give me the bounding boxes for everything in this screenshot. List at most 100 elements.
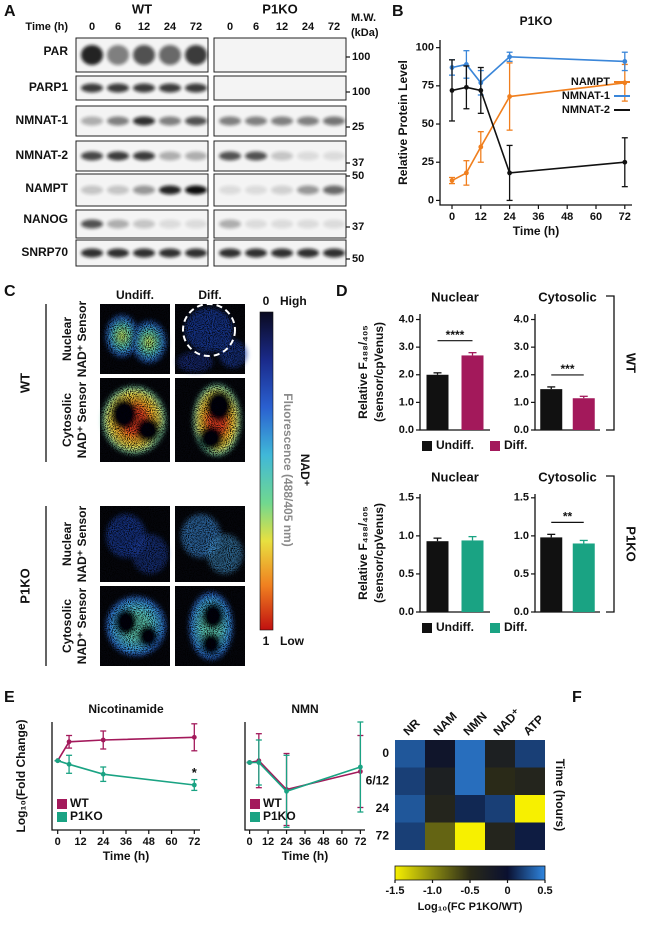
blot-band bbox=[185, 248, 207, 258]
bar bbox=[540, 537, 563, 612]
blot-band bbox=[271, 151, 293, 161]
mw-marker: 37 bbox=[352, 157, 364, 169]
scale-end: Low bbox=[280, 634, 305, 648]
x-tick-label: 60 bbox=[165, 836, 177, 848]
mw-marker: 100 bbox=[352, 51, 370, 63]
blot-band bbox=[245, 116, 267, 126]
blot-band bbox=[159, 185, 181, 195]
bar bbox=[540, 389, 563, 430]
blot-band bbox=[107, 185, 129, 195]
protein-label: NMNAT-1 bbox=[16, 113, 69, 127]
heatmap-cell bbox=[455, 822, 485, 850]
panel-letter: C bbox=[4, 283, 16, 300]
grain bbox=[175, 586, 245, 666]
blot-band bbox=[323, 185, 345, 195]
y-tick-label: 2.0 bbox=[514, 369, 529, 381]
group-label: P1KO bbox=[624, 526, 639, 561]
grain bbox=[100, 378, 170, 462]
y-tick-label: 0.5 bbox=[514, 568, 529, 580]
legend-label: NAMPT bbox=[571, 76, 610, 88]
chart-title: Nicotinamide bbox=[88, 702, 164, 716]
x-tick-label: 72 bbox=[188, 836, 200, 848]
legend-swatch bbox=[490, 623, 500, 633]
data-point bbox=[449, 178, 455, 183]
legend-swatch bbox=[490, 441, 500, 451]
blot-band bbox=[81, 219, 103, 229]
row-label: Nuclear bbox=[60, 522, 74, 566]
group-bracket bbox=[606, 475, 615, 613]
blot-band bbox=[219, 219, 241, 229]
series-line bbox=[57, 759, 195, 786]
scale-end: 0 bbox=[263, 294, 270, 308]
series-line bbox=[57, 736, 195, 762]
colorbar-tick-label: 0 bbox=[504, 885, 510, 897]
heatmap-cell bbox=[515, 822, 545, 850]
lane-label: 0 bbox=[89, 21, 95, 33]
colorbar-label: Log₁₀(FC P1KO/WT) bbox=[418, 901, 523, 913]
y-tick-label: 25 bbox=[422, 156, 434, 168]
blot-band bbox=[133, 185, 155, 195]
legend-label: P1KO bbox=[70, 809, 103, 823]
blot-band bbox=[159, 248, 181, 258]
colorbar-tick-label: 0.5 bbox=[537, 885, 552, 897]
blot-band bbox=[323, 116, 345, 126]
blot-band bbox=[323, 248, 345, 258]
x-tick-label: 12 bbox=[475, 211, 487, 223]
mw-marker: 50 bbox=[352, 170, 364, 182]
data-point bbox=[191, 734, 197, 740]
data-point bbox=[247, 760, 253, 765]
lane-label: 24 bbox=[164, 21, 177, 33]
blot-band bbox=[245, 248, 267, 258]
mw-marker: 100 bbox=[352, 86, 370, 98]
x-tick-label: 12 bbox=[74, 836, 86, 848]
blot-band bbox=[133, 116, 155, 126]
blot-band bbox=[245, 185, 267, 195]
heatmap-cell bbox=[515, 767, 545, 795]
data-point bbox=[449, 88, 455, 93]
group-label: P1KO bbox=[17, 568, 32, 603]
y-axis-label: Time (hours) bbox=[553, 759, 567, 831]
y-tick-label: 1.0 bbox=[399, 530, 414, 542]
blot-frame bbox=[213, 75, 347, 101]
blot-band bbox=[159, 151, 181, 161]
y-tick-label: 1.0 bbox=[399, 396, 414, 408]
column-label: Diff. bbox=[198, 288, 221, 302]
row-label: NAD⁺ Sensor bbox=[75, 506, 89, 583]
blot-band bbox=[245, 151, 267, 161]
x-tick-label: 24 bbox=[503, 211, 516, 223]
blot-band bbox=[133, 219, 155, 229]
y-tick-label: 3.0 bbox=[399, 341, 414, 353]
x-tick-label: 24 bbox=[280, 836, 293, 848]
blot-band bbox=[107, 83, 129, 93]
row-label: 6/12 bbox=[366, 773, 390, 787]
time-label: Time (h) bbox=[25, 21, 68, 33]
heatmap-cell bbox=[425, 740, 455, 768]
blot-band bbox=[107, 219, 129, 229]
data-point bbox=[66, 739, 72, 745]
blot-band bbox=[81, 248, 103, 258]
x-axis-label: Time (h) bbox=[103, 849, 149, 863]
legend-swatch bbox=[250, 799, 260, 809]
x-tick-label: 36 bbox=[299, 836, 311, 848]
y-tick-label: 0.0 bbox=[399, 606, 414, 618]
x-tick-label: 48 bbox=[561, 211, 573, 223]
blot-band bbox=[271, 219, 293, 229]
column-label: NR bbox=[400, 716, 422, 738]
blot-band bbox=[159, 83, 181, 93]
x-tick-label: 12 bbox=[262, 836, 274, 848]
data-point bbox=[357, 764, 363, 770]
data-point bbox=[622, 159, 628, 165]
group-label: WT bbox=[624, 353, 639, 373]
lane-label: 12 bbox=[276, 21, 288, 33]
y-tick-label: 75 bbox=[422, 80, 434, 92]
group-label: P1KO bbox=[262, 1, 297, 16]
x-tick-label: 72 bbox=[354, 836, 366, 848]
data-point bbox=[507, 170, 512, 176]
mw-header: (kDa) bbox=[351, 27, 379, 39]
panel-letter: D bbox=[336, 283, 348, 300]
column-label: Undiff. bbox=[116, 288, 154, 302]
blot-band bbox=[133, 151, 155, 161]
blot-band bbox=[107, 116, 129, 126]
x-tick-label: 36 bbox=[120, 836, 132, 848]
y-tick-label: 4.0 bbox=[514, 313, 529, 325]
